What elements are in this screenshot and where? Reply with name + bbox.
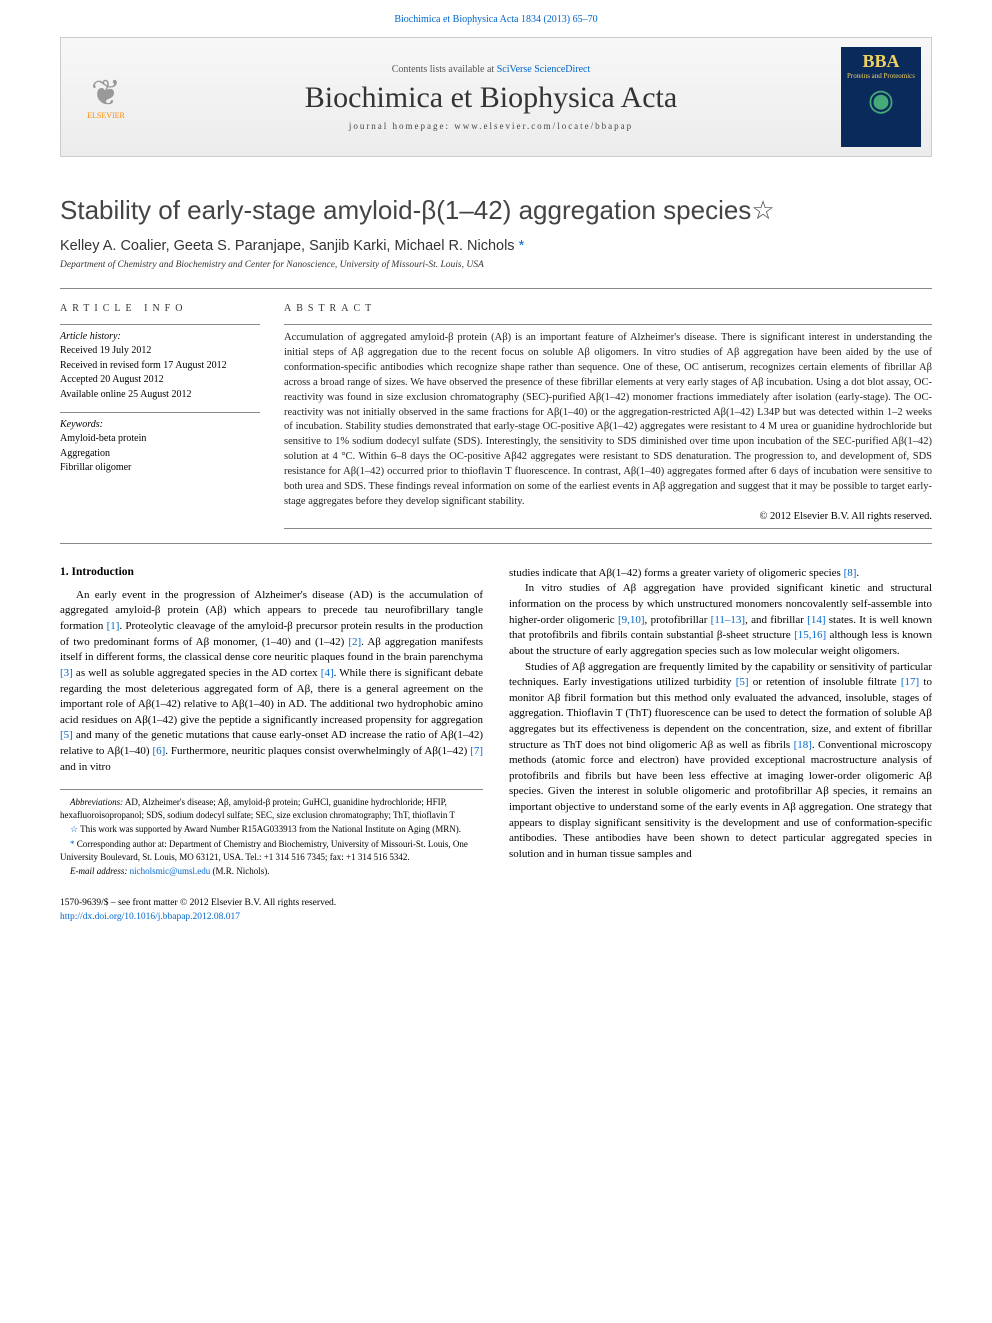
- body-column-left: 1. Introduction An early event in the pr…: [60, 566, 483, 880]
- ref-4[interactable]: [4]: [321, 667, 334, 679]
- col2-para-1: studies indicate that Aβ(1–42) forms a g…: [509, 566, 932, 582]
- p1-frag: and in vitro: [60, 761, 111, 773]
- p-frag: or retention of insoluble filtrate: [749, 676, 901, 688]
- cover-subtitle: Proteins and Proteomics: [847, 72, 915, 80]
- rule-mid: [60, 543, 932, 544]
- email-suffix: (M.R. Nichols).: [210, 866, 269, 876]
- history-label: Article history:: [60, 331, 260, 342]
- email-footnote: E-mail address: nicholsmic@umsl.edu (M.R…: [60, 865, 483, 878]
- p-frag: studies indicate that Aβ(1–42) forms a g…: [509, 567, 844, 579]
- abstract-rule: [284, 324, 932, 325]
- article-info-column: ARTICLE INFO Article history: Received 1…: [60, 289, 260, 529]
- elsevier-logo: ❦ ELSEVIER: [71, 52, 141, 142]
- cover-bba: BBA: [862, 51, 899, 72]
- intro-para-1: An early event in the progression of Alz…: [60, 588, 483, 775]
- affiliation: Department of Chemistry and Biochemistry…: [60, 260, 932, 270]
- ref-8[interactable]: [8]: [844, 567, 857, 579]
- elsevier-tree-icon: ❦: [91, 75, 121, 111]
- ref-9-10[interactable]: [9,10]: [618, 614, 645, 626]
- article-info-heading: ARTICLE INFO: [60, 303, 260, 314]
- doi-link[interactable]: http://dx.doi.org/10.1016/j.bbapap.2012.…: [60, 912, 240, 922]
- accepted-line: Accepted 20 August 2012: [60, 373, 260, 388]
- info-rule-2: [60, 412, 260, 413]
- contents-prefix: Contents lists available at: [392, 64, 497, 75]
- abstract-column: ABSTRACT Accumulation of aggregated amyl…: [284, 289, 932, 529]
- p-frag: , protofibrillar: [645, 614, 711, 626]
- revised-line: Received in revised form 17 August 2012: [60, 359, 260, 374]
- received-line: Received 19 July 2012: [60, 344, 260, 359]
- ref-3[interactable]: [3]: [60, 667, 73, 679]
- ref-6[interactable]: [6]: [152, 745, 165, 757]
- article-title: Stability of early-stage amyloid-β(1–42)…: [60, 195, 751, 225]
- journal-name: Biochimica et Biophysica Acta: [141, 81, 841, 115]
- footer-front-matter: 1570-9639/$ – see front matter © 2012 El…: [60, 896, 932, 910]
- keyword-3: Fibrillar oligomer: [60, 461, 260, 476]
- info-rule: [60, 324, 260, 325]
- abbrev-label: Abbreviations:: [70, 797, 123, 807]
- abstract-copyright: © 2012 Elsevier B.V. All rights reserved…: [284, 511, 932, 522]
- ref-1[interactable]: [1]: [107, 620, 120, 632]
- col2-para-2: In vitro studies of Aβ aggregation have …: [509, 581, 932, 659]
- corr-text: Corresponding author at: Department of C…: [60, 839, 468, 862]
- cover-art-icon: ◉: [868, 86, 894, 116]
- contents-line: Contents lists available at SciVerse Sci…: [141, 64, 841, 75]
- abstract-rule-bottom: [284, 528, 932, 529]
- funding-text: This work was supported by Award Number …: [78, 824, 461, 834]
- keywords-block: Keywords: Amyloid-beta protein Aggregati…: [60, 419, 260, 476]
- body-column-right: studies indicate that Aβ(1–42) forms a g…: [509, 566, 932, 880]
- title-footnote-symbol[interactable]: ☆: [751, 195, 774, 225]
- ref-14[interactable]: [14]: [807, 614, 825, 626]
- publisher-name: ELSEVIER: [87, 111, 125, 120]
- funding-footnote: ☆ This work was supported by Award Numbe…: [60, 823, 483, 836]
- footnotes-block: Abbreviations: AD, Alzheimer's disease; …: [60, 789, 483, 878]
- corresponding-symbol[interactable]: *: [519, 238, 525, 254]
- abbrev-footnote: Abbreviations: AD, Alzheimer's disease; …: [60, 796, 483, 821]
- p-frag: .: [856, 567, 859, 579]
- citation-link[interactable]: Biochimica et Biophysica Acta 1834 (2013…: [394, 14, 597, 25]
- ref-7[interactable]: [7]: [470, 745, 483, 757]
- page-footer: 1570-9639/$ – see front matter © 2012 El…: [60, 896, 932, 925]
- p-frag: , and fibrillar: [745, 614, 807, 626]
- ref-15-16[interactable]: [15,16]: [794, 629, 826, 641]
- running-citation: Biochimica et Biophysica Acta 1834 (2013…: [0, 0, 992, 31]
- article-title-block: Stability of early-stage amyloid-β(1–42)…: [60, 195, 932, 226]
- ref-11-13[interactable]: [11–13]: [711, 614, 745, 626]
- online-line: Available online 25 August 2012: [60, 388, 260, 403]
- keyword-2: Aggregation: [60, 447, 260, 462]
- ref-2[interactable]: [2]: [348, 636, 361, 648]
- funding-symbol: ☆: [70, 824, 78, 834]
- authors-line: Kelley A. Coalier, Geeta S. Paranjape, S…: [60, 238, 932, 254]
- col2-para-3: Studies of Aβ aggregation are frequently…: [509, 660, 932, 863]
- sciencedirect-link[interactable]: SciVerse ScienceDirect: [497, 64, 591, 75]
- journal-banner: ❦ ELSEVIER Contents lists available at S…: [60, 37, 932, 157]
- info-abstract-row: ARTICLE INFO Article history: Received 1…: [60, 289, 932, 529]
- banner-center: Contents lists available at SciVerse Sci…: [141, 64, 841, 131]
- abstract-text: Accumulation of aggregated amyloid-β pro…: [284, 331, 932, 510]
- ref-17[interactable]: [17]: [901, 676, 919, 688]
- keywords-label: Keywords:: [60, 419, 260, 430]
- authors-names: Kelley A. Coalier, Geeta S. Paranjape, S…: [60, 238, 515, 254]
- p-frag: . Conventional microscopy methods (atomi…: [509, 739, 932, 860]
- homepage-line: journal homepage: www.elsevier.com/locat…: [141, 121, 841, 131]
- keyword-1: Amyloid-beta protein: [60, 432, 260, 447]
- ref-18[interactable]: [18]: [794, 739, 812, 751]
- corresponding-footnote: * Corresponding author at: Department of…: [60, 838, 483, 863]
- email-label: E-mail address:: [70, 866, 130, 876]
- journal-cover-thumb: BBA Proteins and Proteomics ◉: [841, 47, 921, 147]
- email-link[interactable]: nicholsmic@umsl.edu: [130, 866, 211, 876]
- ref-5[interactable]: [5]: [60, 729, 73, 741]
- intro-heading: 1. Introduction: [60, 566, 483, 578]
- p1-frag: . Furthermore, neuritic plaques consist …: [165, 745, 470, 757]
- p1-frag: as well as soluble aggregated species in…: [73, 667, 321, 679]
- ref-5b[interactable]: [5]: [736, 676, 749, 688]
- abstract-heading: ABSTRACT: [284, 303, 932, 314]
- body-columns: 1. Introduction An early event in the pr…: [60, 566, 932, 880]
